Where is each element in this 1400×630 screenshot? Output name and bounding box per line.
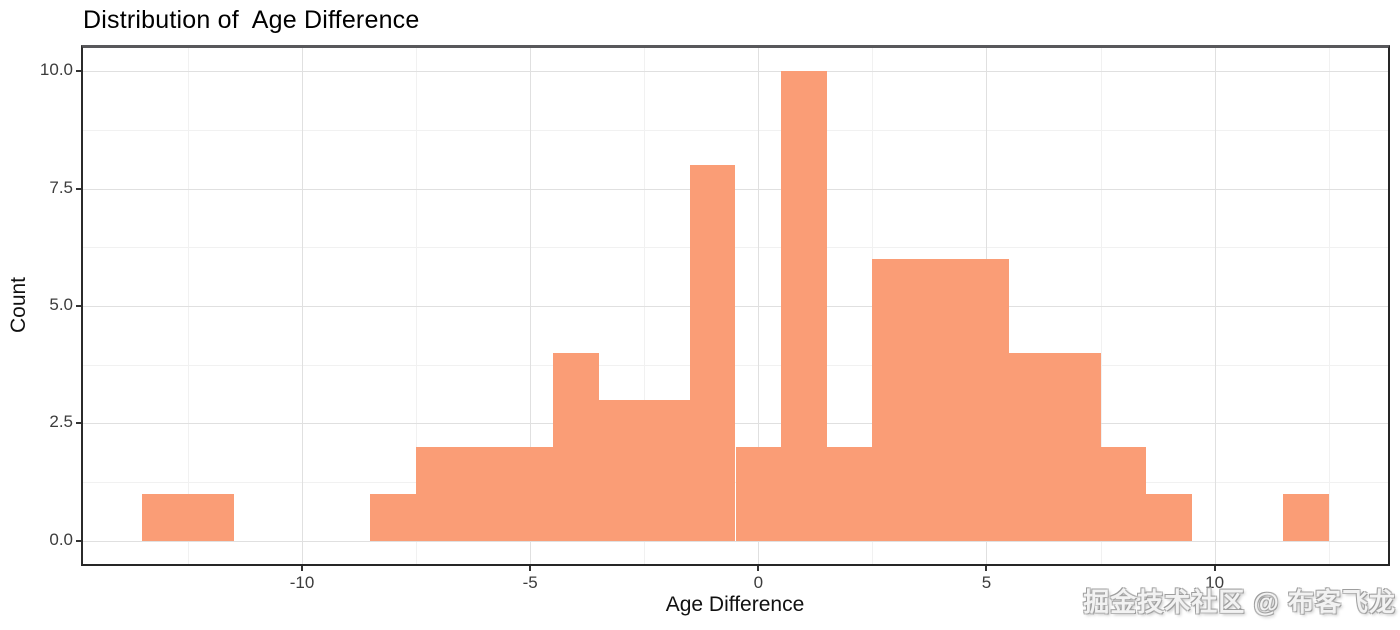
histogram-bar [1100,446,1147,541]
histogram-bar [918,259,964,541]
x-axis-title: Age Difference [665,593,805,616]
histogram-bar [461,446,508,541]
y-tick-label: 7.5 [49,177,73,197]
y-major-gridline [83,306,1388,307]
y-tick-mark [76,187,81,190]
x-tick-mark [985,566,988,571]
x-tick-mark [757,566,760,571]
histogram-bar [598,399,645,541]
histogram-bar [644,399,690,541]
watermark-text: 掘金技术社区 @ 布客飞龙 [1083,587,1396,617]
x-major-gridline [1214,48,1216,564]
histogram-bar [735,446,782,541]
histogram-bar [1009,352,1055,541]
y-tick-mark [76,70,81,73]
y-tick-label: 2.5 [49,412,73,432]
x-tick-label: 5 [981,573,992,592]
histogram-bar [142,493,188,541]
y-major-gridline [83,423,1388,425]
x-major-gridline [302,48,304,564]
y-tick-label: 0.0 [49,529,73,549]
histogram-bar [416,446,462,541]
histogram-bar [963,259,1010,541]
histogram-bar [1054,352,1101,541]
histogram-bar [872,259,918,541]
histogram-bar [552,352,599,541]
histogram-bar [1283,493,1329,541]
y-major-gridline [83,540,1388,542]
x-tick-label: 0 [753,573,764,592]
x-tick-label: -10 [289,573,315,592]
y-minor-gridline [83,247,1388,249]
y-tick-mark [76,422,81,425]
y-axis-title: Count [7,276,30,334]
histogram-bar [370,493,417,541]
histogram-bar [507,446,553,541]
y-tick-label: 10.0 [39,60,73,80]
y-major-gridline [83,188,1388,190]
y-major-gridline [83,71,1388,73]
y-tick-mark [76,539,81,542]
x-tick-label: -5 [522,573,538,592]
x-tick-mark [301,566,304,571]
x-tick-label: 10 [1205,573,1225,592]
histogram-bar [689,165,736,541]
histogram-bar [187,493,234,541]
histogram-bar [826,446,873,541]
y-minor-gridline [83,130,1388,132]
plot-area: -10 -5 0 5 10 0.0 2.5 5.0 7.5 10.0 [40,45,1390,592]
y-tick-mark [76,305,81,307]
x-tick-mark [1213,566,1216,571]
x-tick-mark [529,566,532,571]
x-minor-gridline [1328,48,1330,564]
y-tick-label: 5.0 [49,295,73,314]
y-minor-gridline [83,364,1388,366]
histogram-bar [781,71,827,541]
histogram-bar [1146,493,1192,541]
chart-title: Distribution of Age Difference [83,6,420,34]
x-minor-gridline [187,48,189,564]
